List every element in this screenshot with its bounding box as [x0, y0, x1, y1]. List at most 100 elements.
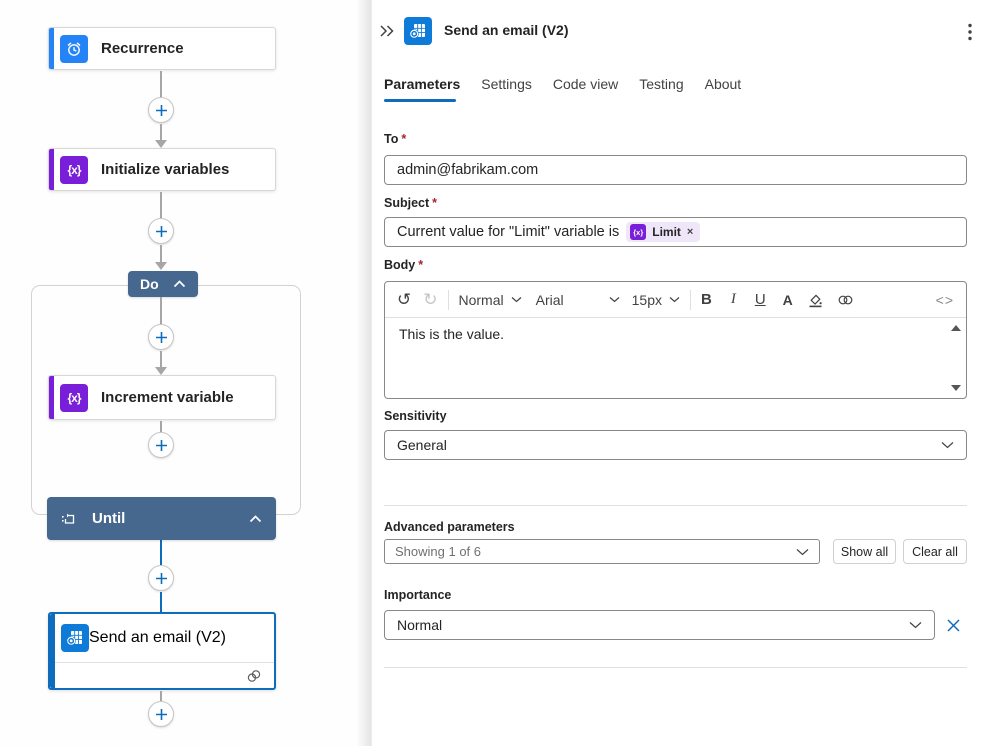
collapse-panel-icon[interactable] — [379, 24, 395, 38]
importance-value: Normal — [397, 617, 443, 633]
panel-title: Send an email (V2) — [444, 22, 569, 38]
edge-line — [160, 421, 162, 432]
until-scope-footer[interactable]: Until — [47, 497, 276, 540]
until-label: Until — [92, 510, 126, 527]
do-scope-header[interactable]: Do — [128, 271, 198, 297]
token-label: Limit — [652, 225, 681, 239]
node-accent-bar — [49, 149, 54, 190]
edge-line — [160, 691, 162, 701]
clear-all-button[interactable]: Clear all — [903, 539, 967, 564]
to-input[interactable] — [385, 156, 966, 184]
variables-icon: {x} — [60, 383, 88, 412]
chevron-up-icon — [173, 280, 186, 288]
plus-icon — [155, 708, 167, 720]
bold-button[interactable]: B — [700, 291, 712, 308]
edge-arrow — [155, 262, 167, 270]
plus-icon — [155, 225, 167, 237]
variables-icon: {x} — [60, 155, 88, 184]
show-all-button[interactable]: Show all — [833, 539, 896, 564]
undo-button[interactable]: ↺ — [397, 289, 412, 309]
edge-line — [160, 297, 162, 324]
to-label: To * — [384, 132, 407, 146]
insert-step-button[interactable] — [148, 218, 174, 244]
tab-about[interactable]: About — [704, 76, 742, 92]
link-button[interactable] — [837, 293, 854, 307]
sensitivity-value: General — [397, 437, 447, 453]
advanced-parameters-dropdown[interactable]: Showing 1 of 6 — [384, 539, 820, 564]
advanced-parameters-value: Showing 1 of 6 — [395, 544, 482, 559]
tab-testing[interactable]: Testing — [639, 76, 684, 92]
edge-line — [160, 124, 162, 140]
do-label: Do — [140, 276, 159, 292]
tab-parameters[interactable]: Parameters — [384, 76, 461, 92]
plus-icon — [155, 104, 167, 116]
tab-settings[interactable]: Settings — [481, 76, 532, 92]
connection-icon[interactable] — [246, 669, 262, 683]
edge-line — [160, 71, 162, 98]
scroll-down-icon[interactable] — [951, 385, 961, 391]
font-color-button[interactable]: A — [782, 291, 793, 308]
redo-button[interactable]: ↻ — [423, 289, 438, 309]
panel-tabs: Parameters Settings Code view Testing Ab… — [384, 76, 741, 98]
insert-step-button[interactable] — [148, 97, 174, 123]
tab-code-view[interactable]: Code view — [552, 76, 619, 92]
remove-importance-button[interactable] — [944, 616, 962, 634]
node-accent-bar — [49, 28, 54, 69]
chevron-down-icon — [909, 622, 922, 629]
more-actions-button[interactable] — [960, 20, 980, 44]
node-accent-bar — [50, 614, 55, 688]
node-recurrence[interactable]: Recurrence — [48, 27, 276, 70]
node-send-email-selected[interactable]: Send an email (V2) — [48, 612, 276, 690]
body-label: Body * — [384, 258, 424, 272]
subject-label: Subject * — [384, 196, 438, 210]
node-label: Recurrence — [101, 40, 184, 57]
edge-line-selected — [160, 540, 162, 565]
node-increment-variable[interactable]: {x} Increment variable — [48, 375, 276, 420]
body-text: This is the value. — [399, 326, 505, 342]
advanced-parameters-label: Advanced parameters — [384, 520, 515, 534]
chevron-down-icon — [796, 548, 809, 555]
importance-select[interactable]: Normal — [384, 610, 935, 640]
html-code-view-button[interactable]: <> — [935, 291, 954, 308]
edge-line — [160, 192, 162, 218]
node-label: Increment variable — [101, 389, 234, 406]
subject-input[interactable]: Current value for "Limit" variable is {x… — [384, 217, 967, 247]
insert-step-button[interactable] — [148, 324, 174, 350]
insert-step-button[interactable] — [148, 701, 174, 727]
font-size-dropdown[interactable]: 15px — [632, 292, 680, 308]
section-divider — [384, 667, 967, 668]
font-family-dropdown[interactable]: Arial — [536, 292, 620, 308]
edge-arrow — [155, 367, 167, 375]
scroll-up-icon[interactable] — [951, 325, 961, 331]
edge-line — [160, 245, 162, 262]
dismiss-x-icon — [946, 618, 960, 632]
outlook-icon — [404, 17, 432, 45]
link-icon — [838, 295, 853, 304]
node-label: Initialize variables — [101, 161, 230, 178]
underline-button[interactable]: U — [754, 291, 766, 308]
flow-canvas[interactable]: Recurrence {x} Initialize variables Do — [0, 0, 372, 746]
node-accent-bar — [49, 376, 54, 419]
kebab-menu-icon — [968, 23, 972, 41]
sensitivity-label: Sensitivity — [384, 409, 447, 423]
chevron-down-icon — [609, 297, 620, 303]
highlight-color-button[interactable] — [808, 292, 823, 308]
insert-step-button[interactable] — [148, 432, 174, 458]
sensitivity-select[interactable]: General — [384, 430, 967, 460]
node-label: Send an email (V2) — [89, 629, 226, 646]
variable-token-icon: {x} — [630, 224, 647, 240]
recurrence-clock-icon — [60, 34, 88, 63]
body-editor-content[interactable]: This is the value. — [385, 318, 966, 398]
limit-variable-token[interactable]: {x} Limit × — [626, 222, 701, 242]
token-remove-icon[interactable]: × — [686, 225, 694, 238]
paragraph-style-dropdown[interactable]: Normal — [459, 292, 522, 308]
italic-button[interactable]: I — [730, 291, 736, 307]
plus-icon — [155, 331, 167, 343]
plus-icon — [155, 572, 167, 584]
node-initialize-variables[interactable]: {x} Initialize variables — [48, 148, 276, 191]
insert-step-button[interactable] — [148, 565, 174, 591]
required-asterisk: * — [401, 132, 407, 146]
subject-text: Current value for "Limit" variable is — [397, 224, 620, 240]
until-loop-icon — [62, 513, 75, 524]
